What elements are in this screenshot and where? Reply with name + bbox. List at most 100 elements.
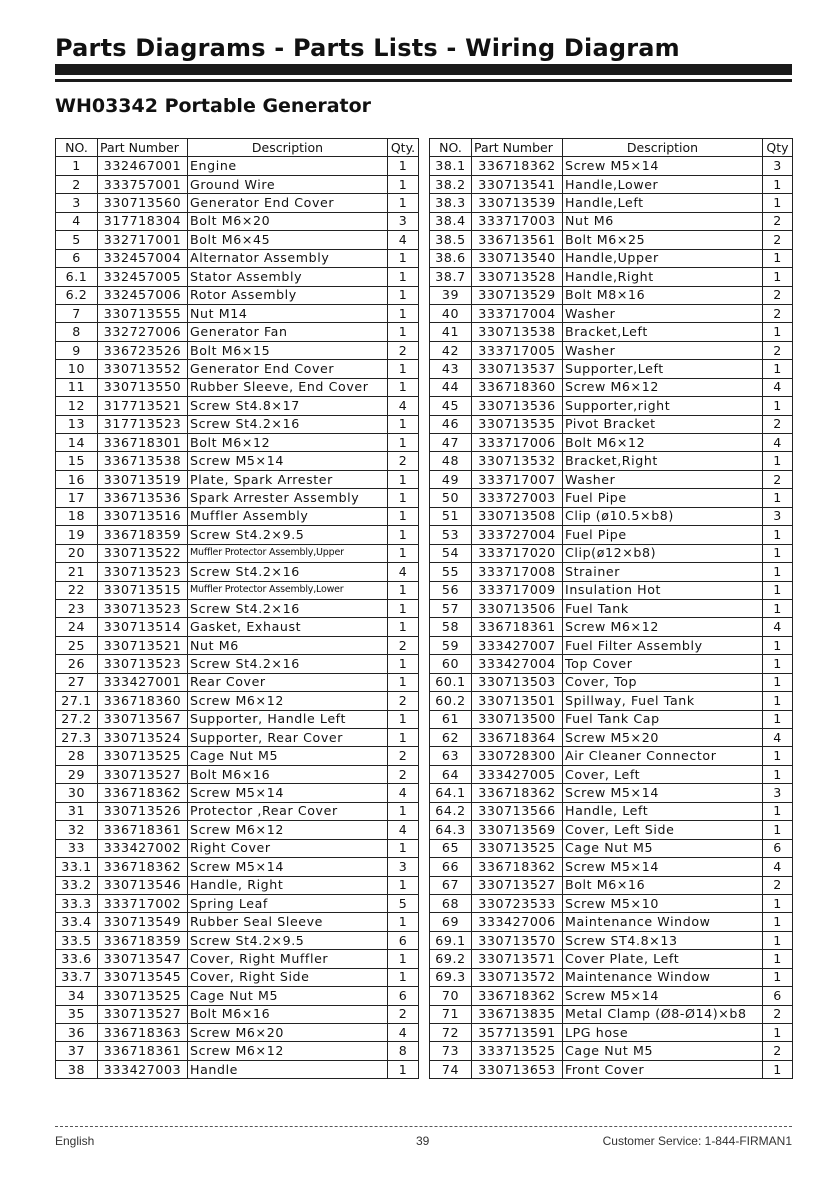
part-number: 330728300 xyxy=(471,746,563,766)
part-number: 330713521 xyxy=(97,635,188,656)
table-row: 38.3 330713539 Handle,Left 1 xyxy=(429,193,793,213)
description: Screw M5×20 xyxy=(562,727,763,748)
table-row: 38.7 330713528 Handle,Right 1 xyxy=(429,267,793,287)
description: Cage Nut M5 xyxy=(187,746,388,766)
part-number: 336718361 xyxy=(471,617,563,637)
quantity: 1 xyxy=(387,322,419,342)
quantity: 1 xyxy=(762,709,793,730)
table-row: 67 330713527 Bolt M6×16 2 xyxy=(429,875,793,895)
part-number: 330713550 xyxy=(97,377,188,398)
description: Supporter,Left xyxy=(562,359,763,379)
item-number: 57 xyxy=(429,598,472,619)
part-number: 330713514 xyxy=(97,617,188,637)
table-row: 53 333727004 Fuel Pipe 1 xyxy=(429,525,793,545)
part-number: 333717004 xyxy=(471,303,563,324)
part-number: 333427001 xyxy=(97,672,188,693)
table-row: 23 330713523 Screw St4.2×16 1 xyxy=(55,598,419,619)
part-number: 333717008 xyxy=(471,562,563,582)
table-row: 63 330728300 Air Cleaner Connector 1 xyxy=(429,746,793,766)
part-number: 330713523 xyxy=(97,598,188,619)
quantity: 2 xyxy=(762,211,793,232)
table-row: 33.7 330713545 Cover, Right Side 1 xyxy=(55,967,419,988)
item-number: 70 xyxy=(429,986,472,1006)
part-number: 333717002 xyxy=(97,893,188,914)
table-row: 45 330713536 Supporter,right 1 xyxy=(429,396,793,416)
quantity: 1 xyxy=(762,598,793,619)
quantity: 1 xyxy=(387,654,419,674)
description: Rotor Assembly xyxy=(187,285,388,305)
description: Nut M14 xyxy=(187,303,388,324)
parts-table-right: NO. Part Number Description Qty 38.1 3367… xyxy=(429,137,793,1080)
description: Engine xyxy=(187,156,388,176)
part-number: 332457004 xyxy=(97,248,188,269)
item-number: 64 xyxy=(429,764,472,785)
item-number: 60 xyxy=(429,654,472,674)
item-number: 59 xyxy=(429,635,472,656)
table-row: 6.1 332457005 Stator Assembly 1 xyxy=(55,267,419,287)
quantity: 6 xyxy=(762,838,793,859)
description: Pivot Bracket xyxy=(562,414,763,435)
part-number: 330713526 xyxy=(97,801,188,822)
description: Screw M5×14 xyxy=(187,451,388,471)
description: Cover, Right Muffler xyxy=(187,949,388,969)
table-row: 60 333427004 Top Cover 1 xyxy=(429,654,793,674)
item-number: 38.1 xyxy=(429,156,472,176)
description: Muffler Assembly xyxy=(187,506,388,527)
table-row: 33 333427002 Right Cover 1 xyxy=(55,838,419,859)
item-number: 22 xyxy=(55,580,98,600)
table-row: 38.1 336718362 Screw M5×14 3 xyxy=(429,156,793,176)
item-number: 23 xyxy=(55,598,98,619)
description: Screw M5×14 xyxy=(562,986,763,1006)
part-number: 330713552 xyxy=(97,359,188,379)
table-row: 60.1 330713503 Cover, Top 1 xyxy=(429,672,793,693)
quantity: 2 xyxy=(387,1004,419,1025)
quantity: 1 xyxy=(387,838,419,859)
part-number: 336718361 xyxy=(97,820,188,840)
part-number: 317713521 xyxy=(97,396,188,416)
table-row: 54 333717020 Clip(ø12×b8) 1 xyxy=(429,543,793,564)
part-number: 333427007 xyxy=(471,635,563,656)
quantity: 1 xyxy=(762,930,793,951)
table-row: 42 333717005 Washer 2 xyxy=(429,340,793,361)
part-number: 330713527 xyxy=(471,875,563,895)
item-number: 13 xyxy=(55,414,98,435)
item-number: 18 xyxy=(55,506,98,527)
part-number: 336713538 xyxy=(97,451,188,471)
part-number: 330713572 xyxy=(471,967,563,988)
part-number: 336713536 xyxy=(97,488,188,508)
table-row: 15 336713538 Screw M5×14 2 xyxy=(55,451,419,471)
quantity: 1 xyxy=(762,359,793,379)
description: Clip (ø10.5×b8) xyxy=(562,506,763,527)
part-number: 333427005 xyxy=(471,764,563,785)
part-number: 333713525 xyxy=(471,1041,563,1061)
item-number: 10 xyxy=(55,359,98,379)
description: Fuel Tank xyxy=(562,598,763,619)
table-row: 24 330713514 Gasket, Exhaust 1 xyxy=(55,617,419,637)
item-number: 30 xyxy=(55,783,98,803)
quantity: 3 xyxy=(762,506,793,527)
part-number: 330713549 xyxy=(97,912,188,932)
description: Screw M5×14 xyxy=(562,156,763,176)
item-number: 24 xyxy=(55,617,98,637)
item-number: 50 xyxy=(429,488,472,508)
table-row: 4 317718304 Bolt M6×20 3 xyxy=(55,211,419,232)
description: Cover, Left Side xyxy=(562,820,763,840)
description: Top Cover xyxy=(562,654,763,674)
quantity: 8 xyxy=(387,1041,419,1061)
quantity: 1 xyxy=(387,156,419,176)
quantity: 4 xyxy=(762,857,793,877)
part-number: 332457006 xyxy=(97,285,188,305)
col-header-part-number: Part Number xyxy=(471,137,563,158)
quantity: 4 xyxy=(387,820,419,840)
quantity: 1 xyxy=(762,672,793,693)
col-header-part-number: Part Number xyxy=(97,137,188,158)
item-number: 7 xyxy=(55,303,98,324)
item-number: 67 xyxy=(429,875,472,895)
part-number: 330713546 xyxy=(97,875,188,895)
item-number: 46 xyxy=(429,414,472,435)
item-number: 21 xyxy=(55,562,98,582)
part-number: 336718362 xyxy=(471,986,563,1006)
quantity: 1 xyxy=(387,359,419,379)
quantity: 1 xyxy=(762,912,793,932)
table-row: 33.3 333717002 Spring Leaf 5 xyxy=(55,893,419,914)
